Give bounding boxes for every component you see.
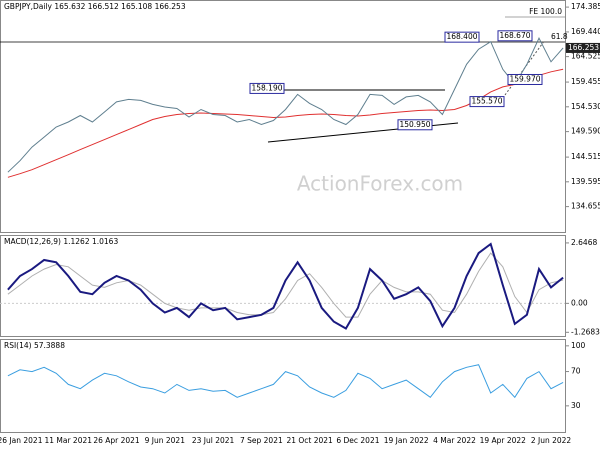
x-tick-label: 26 Apr 2021 xyxy=(93,436,140,445)
y-tick-label: 149.590 xyxy=(571,127,600,136)
price-panel xyxy=(0,0,566,233)
chart-title: GBPJPY,Daily 165.632 166.512 165.108 166… xyxy=(4,2,186,11)
y-tick-label: 139.595 xyxy=(571,177,600,186)
annotation-box xyxy=(397,119,433,131)
annotation-box xyxy=(497,30,533,42)
y-tick-label: 100 xyxy=(571,341,586,350)
y-tick-label: 134.655 xyxy=(571,202,600,211)
x-tick-label: 19 Jan 2022 xyxy=(384,436,429,445)
x-tick-label: 7 Sep 2021 xyxy=(240,436,283,445)
y-tick-label: 144.515 xyxy=(571,152,600,161)
annotation-label: 150.950 xyxy=(399,120,430,129)
macd-panel xyxy=(0,235,566,337)
x-tick-label: 6 Dec 2021 xyxy=(336,436,379,445)
series-line xyxy=(7,242,564,330)
x-tick-label: 23 Jul 2021 xyxy=(192,436,235,445)
last-price-box xyxy=(566,42,600,53)
rsi-panel xyxy=(0,339,566,433)
last-price-label: 166.253 xyxy=(568,43,599,52)
y-tick-label: 159.455 xyxy=(571,77,600,86)
y-tick-label: 2.6468 xyxy=(571,238,597,247)
y-tick-label: 70 xyxy=(571,367,581,376)
x-tick-label: 11 Mar 2021 xyxy=(44,436,92,445)
fib-label: 61.8 xyxy=(551,32,568,41)
x-tick-label: 21 Oct 2021 xyxy=(286,436,333,445)
annotation-label: 168.670 xyxy=(499,31,530,40)
annotation-label: 158.190 xyxy=(251,83,282,92)
annotation-box xyxy=(469,96,505,108)
rsi-title: RSI(14) 57.3888 xyxy=(4,341,65,350)
x-tick-label: 26 Jan 2021 xyxy=(0,436,43,445)
fib-dash xyxy=(504,39,546,96)
fib-label: FE 100.0 xyxy=(529,7,562,16)
y-tick-label: 154.530 xyxy=(571,102,600,111)
y-tick-label: 0.00 xyxy=(571,298,588,307)
series-line xyxy=(7,364,564,399)
annotation-box xyxy=(507,73,543,85)
x-tick-label: 2 Jun 2022 xyxy=(531,436,572,445)
annotation-box xyxy=(444,31,480,43)
macd-title: MACD(12,26,9) 1.1262 1.0163 xyxy=(4,237,118,246)
y-tick-label: 174.385 xyxy=(571,2,600,11)
watermark: ActionForex.com xyxy=(297,172,463,196)
annotation-box xyxy=(249,82,285,94)
y-tick-label: 164.525 xyxy=(571,52,600,61)
y-tick-label: -1.2683 xyxy=(571,327,600,336)
y-tick-label: 30 xyxy=(571,401,581,410)
annotation-label: 155.570 xyxy=(471,97,502,106)
y-tick-label: 169.440 xyxy=(571,27,600,36)
series-line xyxy=(7,37,564,173)
x-tick-label: 19 Apr 2022 xyxy=(480,436,527,445)
x-tick-label: 4 Mar 2022 xyxy=(433,436,476,445)
annotation-label: 159.970 xyxy=(509,74,540,83)
x-tick-label: 9 Jun 2021 xyxy=(145,436,186,445)
annotation-label: 168.400 xyxy=(446,32,477,41)
